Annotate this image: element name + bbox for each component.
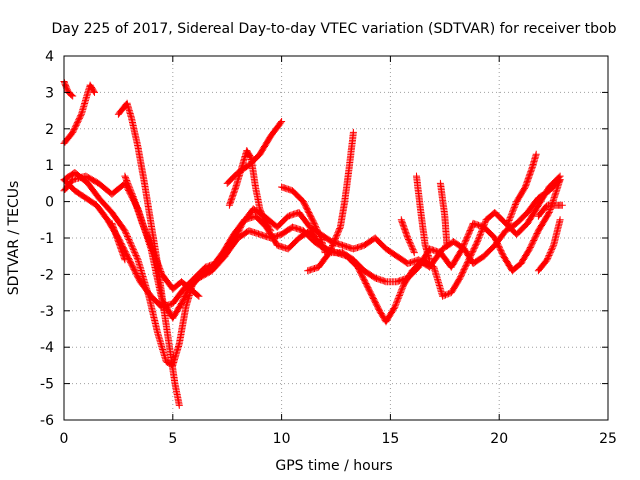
y-tick-label: -2 <box>40 267 54 283</box>
series-markers <box>108 219 129 264</box>
x-tick-label: 15 <box>381 431 399 447</box>
y-tick-label: -1 <box>40 231 54 247</box>
series-markers <box>413 172 434 264</box>
x-axis-ticks: 0 5 10 15 20 25 <box>60 56 617 447</box>
x-tick-label: 10 <box>273 431 291 447</box>
x-tick-label: 5 <box>168 431 177 447</box>
series-track-15 <box>436 179 451 249</box>
y-tick-label: 2 <box>45 122 54 138</box>
grid-lines <box>64 56 608 420</box>
x-axis-label: GPS time / hours <box>275 458 392 474</box>
y-tick-label: 4 <box>45 49 54 65</box>
y-tick-label: 0 <box>45 195 54 211</box>
series-markers <box>304 128 357 275</box>
y-axis-label: SDTVAR / TECUs <box>6 181 22 296</box>
series-markers <box>60 78 77 100</box>
x-tick-label: 20 <box>490 431 508 447</box>
y-tick-label: -6 <box>40 413 54 429</box>
series-markers <box>223 118 286 187</box>
series-markers <box>397 216 418 257</box>
chart-title: Day 225 of 2017, Sidereal Day-to-day VTE… <box>51 21 616 37</box>
y-tick-label: -3 <box>40 304 54 320</box>
series-track-11 <box>278 183 329 257</box>
x-tick-label: 0 <box>60 431 69 447</box>
series-track-12 <box>304 128 357 275</box>
series-markers <box>504 150 540 227</box>
series-track-16 <box>504 150 540 227</box>
series-markers <box>278 183 329 257</box>
series-track-8 <box>121 172 203 300</box>
series-track-17 <box>534 216 564 275</box>
y-tick-label: 1 <box>45 158 54 174</box>
series-track-18 <box>534 201 566 220</box>
series-markers <box>534 201 566 220</box>
data-series <box>60 78 566 409</box>
series-track-10 <box>223 118 286 187</box>
y-tick-label: -5 <box>40 377 54 393</box>
series-track-4 <box>60 78 77 100</box>
series-markers <box>436 179 451 249</box>
y-axis-ticks: -6 -5 -4 -3 -2 -1 0 1 2 3 4 <box>40 49 608 429</box>
series-track-7 <box>108 219 129 264</box>
series-markers <box>225 147 275 235</box>
series-track-13 <box>413 172 434 264</box>
y-tick-label: -4 <box>40 340 54 356</box>
x-tick-label: 25 <box>599 431 617 447</box>
y-tick-label: 3 <box>45 85 54 101</box>
series-track-14 <box>397 216 418 257</box>
series-markers <box>121 172 203 300</box>
series-track-9 <box>225 147 275 235</box>
series-markers <box>534 216 564 275</box>
